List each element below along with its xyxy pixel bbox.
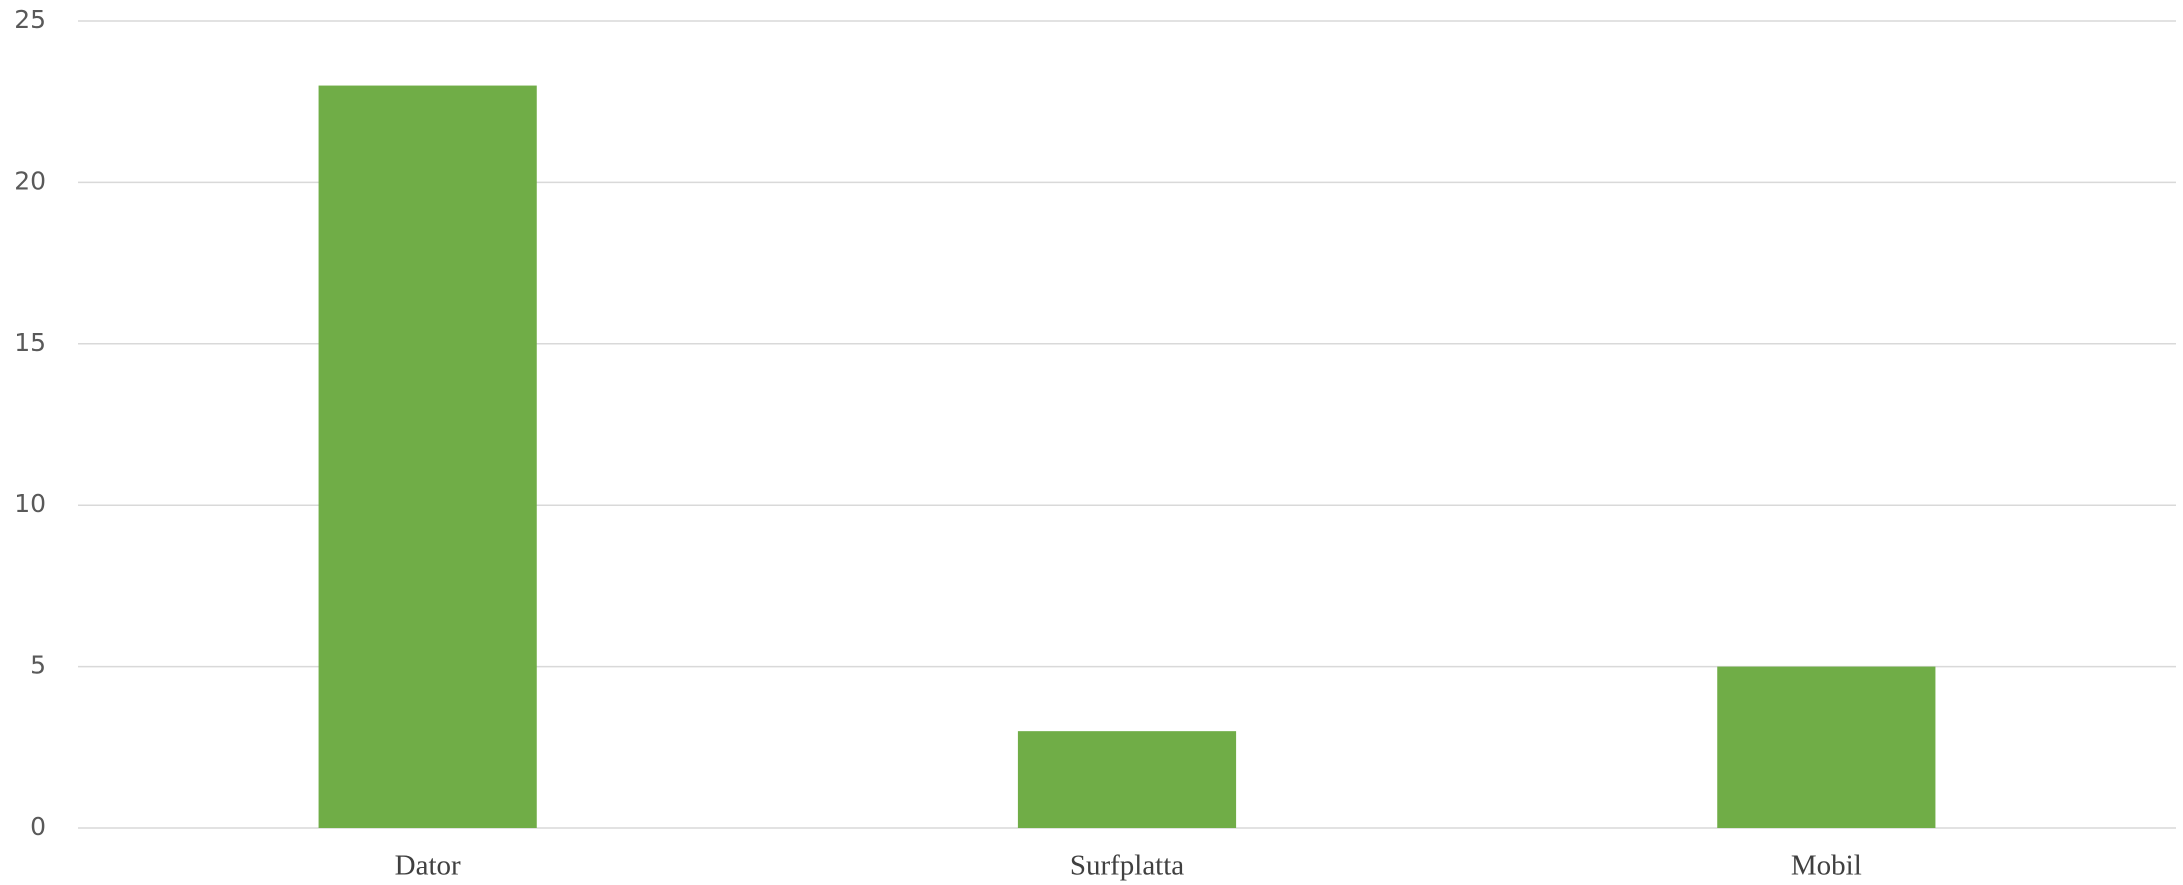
bar <box>1717 666 1936 828</box>
y-tick-label: 0 <box>30 812 46 841</box>
y-tick-label: 25 <box>14 5 46 34</box>
y-tick-label: 10 <box>14 489 46 518</box>
bar <box>1017 731 1237 828</box>
x-tick-label: Dator <box>395 850 461 882</box>
y-tick-label: 15 <box>14 328 46 357</box>
y-tick-label: 5 <box>30 651 46 680</box>
y-tick-label: 20 <box>14 166 46 195</box>
x-tick-label: Surfplatta <box>1070 850 1184 882</box>
bar <box>318 85 537 828</box>
x-tick-label: Mobil <box>1791 850 1862 882</box>
